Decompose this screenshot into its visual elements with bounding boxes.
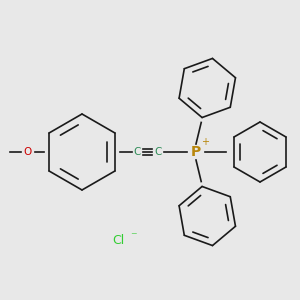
- Text: C: C: [154, 147, 162, 157]
- Text: Cl: Cl: [112, 233, 124, 247]
- Text: P: P: [191, 145, 201, 159]
- Text: O: O: [24, 147, 32, 157]
- Text: C: C: [133, 147, 141, 157]
- Text: ⁻: ⁻: [130, 230, 136, 244]
- Text: +: +: [201, 137, 209, 147]
